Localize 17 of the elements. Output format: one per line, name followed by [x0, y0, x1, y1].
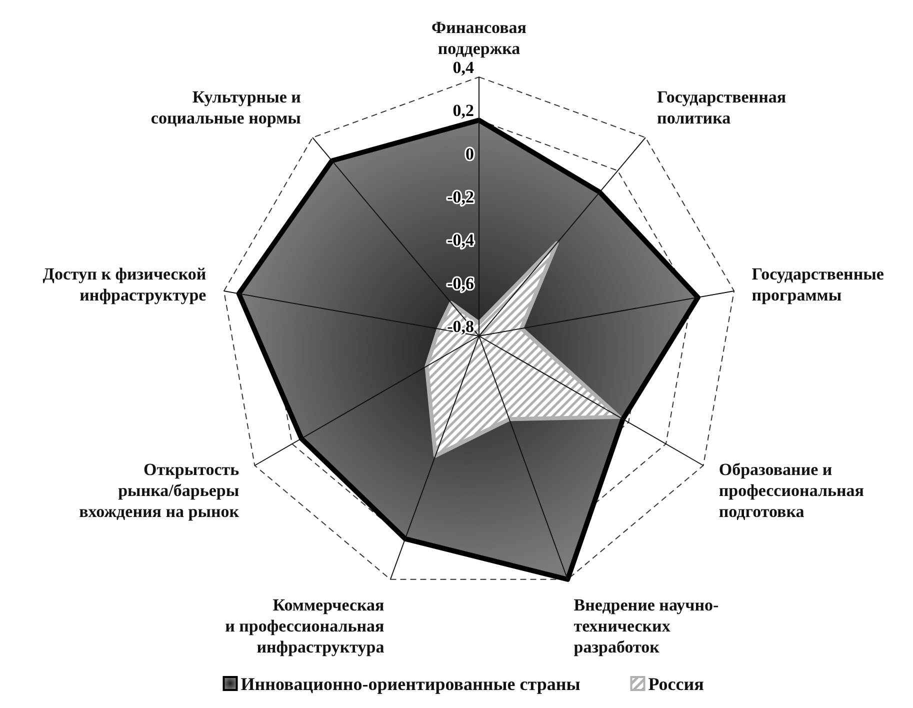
y-tick-label: -0,2	[447, 188, 474, 206]
spoke-label: Культурные и социальные нормы	[150, 88, 302, 128]
spoke-label: Коммерческая и профессиональная инфраструктура	[225, 595, 385, 656]
y-tick-label: 0,4	[452, 58, 474, 77]
spoke-label: Государственная политика	[657, 88, 786, 128]
y-tick-label: 0	[466, 144, 474, 164]
spoke-label: Государственные программы	[752, 264, 884, 304]
legend-label: Инновационно-ориентированные страны	[240, 674, 580, 694]
spoke-label: Внедрение научно- технических разработок	[574, 595, 719, 656]
spoke-label: Доступ к физической инфраструктуре	[42, 264, 207, 304]
y-tick-label: -0,4	[447, 230, 474, 250]
spoke-label: Образование и профессиональная подготовка	[718, 460, 864, 521]
spoke-label: Открытость рынка/барьеры вхождения на рынок	[79, 460, 240, 521]
y-tick-label: 0,2	[452, 101, 474, 120]
legend-label: Россия	[648, 674, 704, 694]
spoke-label: Финансовая поддержка	[432, 18, 526, 58]
y-tick-label: -0,6	[447, 274, 474, 293]
